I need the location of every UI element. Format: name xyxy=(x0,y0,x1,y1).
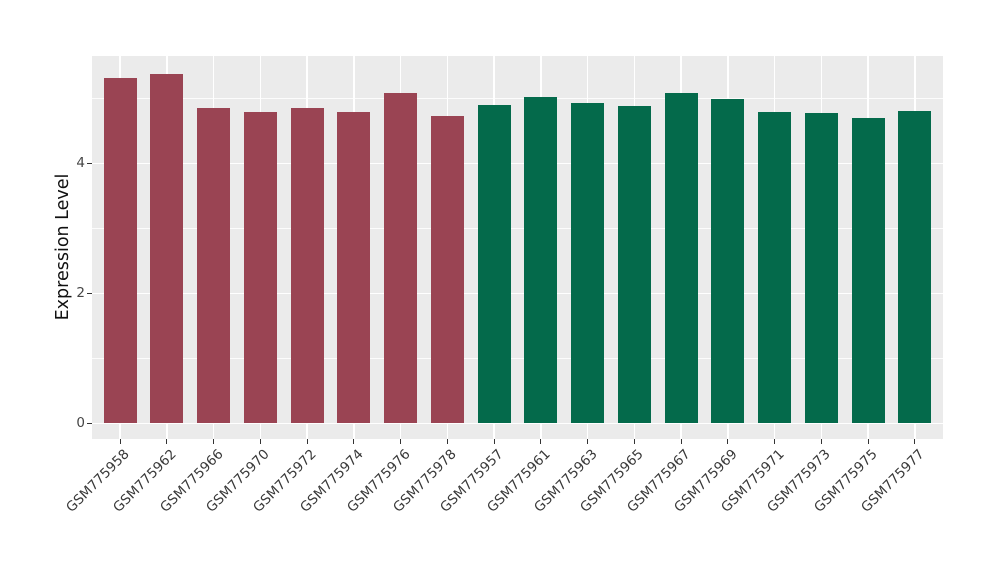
bar-GSM775978 xyxy=(430,116,464,423)
x-tick-mark-GSM775974 xyxy=(353,439,355,444)
x-tick-mark-GSM775966 xyxy=(213,439,215,444)
x-tick-mark-GSM775963 xyxy=(587,439,589,444)
bar-GSM775971 xyxy=(758,112,792,423)
bar-GSM775970 xyxy=(243,112,277,423)
bar-GSM775963 xyxy=(571,103,605,423)
x-tick-mark-GSM775969 xyxy=(727,439,729,444)
bar-GSM775966 xyxy=(197,107,231,423)
y-tick-label-2: 2 xyxy=(76,285,85,301)
gridline-minor-y3 xyxy=(92,228,943,229)
x-tick-mark-GSM775961 xyxy=(540,439,542,444)
x-tick-mark-GSM775973 xyxy=(820,439,822,444)
x-tick-mark-GSM775972 xyxy=(306,439,308,444)
y-tick-label-4: 4 xyxy=(76,155,85,171)
x-tick-mark-GSM775978 xyxy=(446,439,448,444)
bar-GSM775958 xyxy=(103,77,137,423)
x-tick-mark-GSM775970 xyxy=(259,439,261,444)
x-tick-mark-GSM775971 xyxy=(774,439,776,444)
bar-GSM775961 xyxy=(524,96,558,423)
y-tick-mark-0 xyxy=(87,422,92,424)
bar-GSM775967 xyxy=(664,92,698,423)
plot-panel xyxy=(92,56,943,439)
gridline-major-y0 xyxy=(92,422,943,424)
y-tick-mark-4 xyxy=(87,162,92,164)
gridline-minor-y5 xyxy=(92,98,943,99)
x-tick-mark-GSM775976 xyxy=(400,439,402,444)
x-tick-mark-GSM775962 xyxy=(166,439,168,444)
gridline-major-y4 xyxy=(92,162,943,164)
y-tick-label-0: 0 xyxy=(76,415,85,431)
x-tick-mark-GSM775967 xyxy=(680,439,682,444)
x-tick-mark-GSM775958 xyxy=(119,439,121,444)
bar-GSM775969 xyxy=(711,99,745,423)
gridline-minor-y1 xyxy=(92,358,943,359)
bar-GSM775974 xyxy=(337,111,371,423)
bar-GSM775977 xyxy=(898,111,932,423)
y-tick-mark-2 xyxy=(87,292,92,294)
x-tick-mark-GSM775957 xyxy=(493,439,495,444)
gridline-major-y2 xyxy=(92,292,943,294)
bar-GSM775973 xyxy=(804,112,838,423)
x-tick-mark-GSM775975 xyxy=(867,439,869,444)
bar-GSM775976 xyxy=(384,92,418,423)
x-tick-mark-GSM775965 xyxy=(633,439,635,444)
bar-GSM775972 xyxy=(290,108,324,423)
bar-GSM775957 xyxy=(477,104,511,423)
bar-GSM775975 xyxy=(851,118,885,423)
bar-GSM775962 xyxy=(150,73,184,423)
x-tick-mark-GSM775977 xyxy=(914,439,916,444)
bar-GSM775965 xyxy=(617,105,651,423)
